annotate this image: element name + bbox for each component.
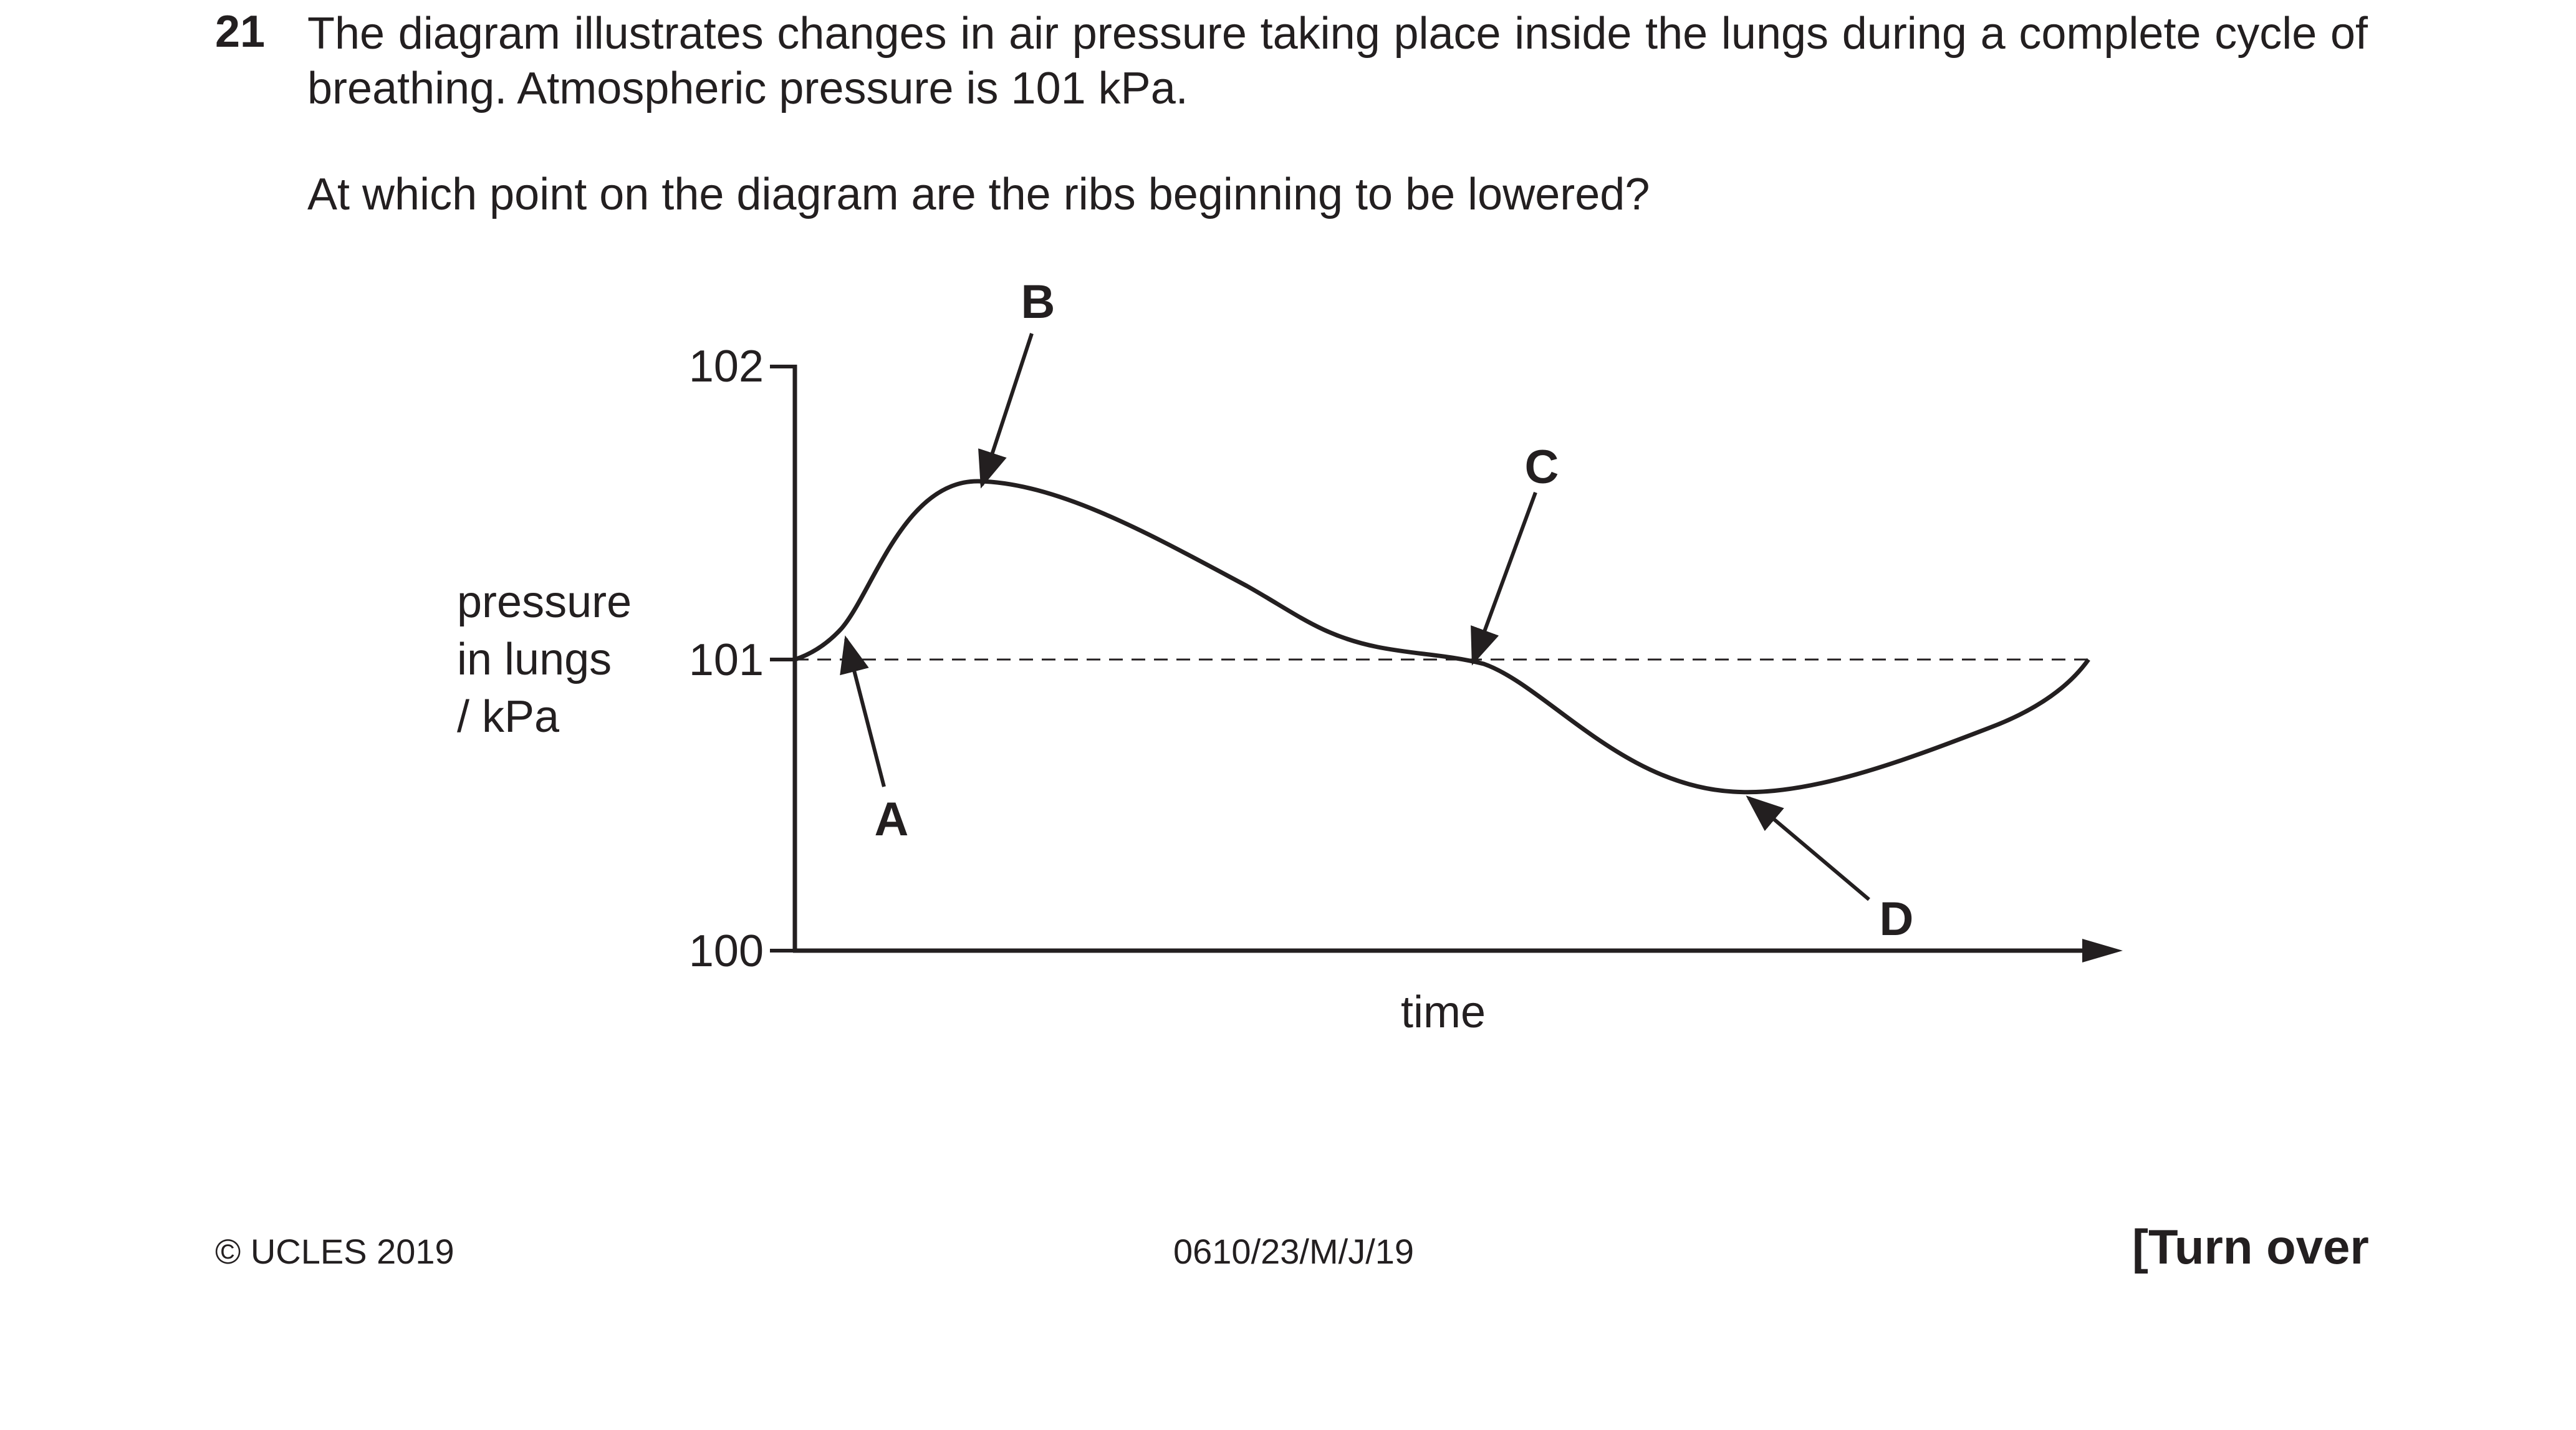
pointer-arrow-c — [1471, 491, 1537, 666]
point-label-c: C — [1525, 441, 1559, 494]
pressure-curve — [794, 479, 2090, 795]
point-label-b: B — [1021, 276, 1055, 329]
copyright: © UCLES 2019 — [215, 1232, 454, 1271]
point-label-d: D — [1880, 893, 1914, 946]
pointer-arrow-d — [1746, 795, 1870, 901]
y-tick-label-101: 101 — [689, 635, 764, 685]
pointer-arrow-b — [978, 333, 1034, 489]
y-tick-label-102: 102 — [689, 342, 764, 391]
y-tick-label-100: 100 — [689, 926, 764, 976]
question-prompt: At which point on the diagram are the ri… — [307, 170, 1650, 219]
x-axis-label: time — [1401, 987, 1486, 1037]
y-axis-label-line-1: pressure — [457, 577, 632, 627]
y-axis-label-line-3: / kPa — [457, 692, 560, 742]
turn-over: [Turn over — [2132, 1219, 2369, 1274]
point-label-a: A — [875, 793, 909, 846]
y-axis-label-line-2: in lungs — [457, 635, 612, 684]
paper-code: 0610/23/M/J/19 — [1173, 1232, 1415, 1271]
x-axis-arrowhead — [2082, 939, 2123, 962]
question-number: 21 — [215, 7, 266, 57]
pointer-arrow-a — [840, 635, 886, 787]
question-stem: The diagram illustrates changes in air p… — [307, 9, 2368, 113]
